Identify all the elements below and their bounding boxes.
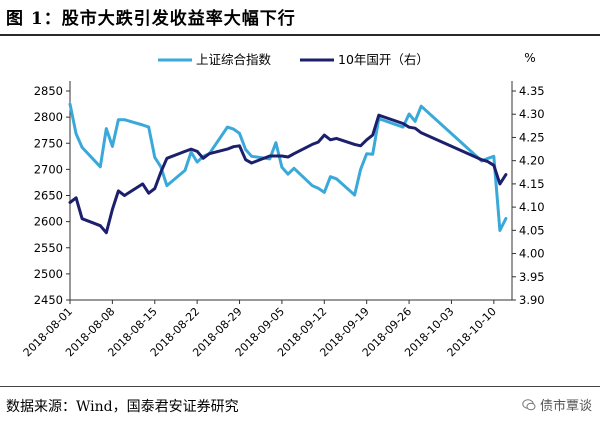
left-tick-label: 2600 [34, 215, 63, 229]
left-tick-label: 2650 [34, 189, 63, 203]
sse-composite-line [68, 102, 508, 232]
watermark: 债市覃谈 [522, 395, 592, 414]
left-tick-label: 2550 [34, 241, 63, 255]
left-tick-label: 2450 [34, 293, 63, 307]
right-tick-label: 4.15 [519, 177, 545, 191]
legend: 上证综合指数 10年国开（右） [158, 52, 429, 67]
page-title: 图 1：股市大跌引发收益率大幅下行 [6, 9, 296, 29]
axes: 2850 2800 2750 2700 2650 2600 2550 2500 2450 4.35… [21, 81, 545, 359]
title-divider [0, 34, 600, 36]
right-tick-label: 4.25 [519, 130, 545, 144]
cdb-10y-yield-line [68, 113, 508, 235]
right-tick-label: 3.90 [519, 293, 545, 307]
right-tick-label: 4.30 [519, 107, 545, 121]
right-tick-label: 4.20 [519, 154, 545, 168]
right-tick-label: 3.95 [519, 270, 545, 284]
legend-label-sse: 上证综合指数 [196, 52, 272, 67]
left-tick-label: 2750 [34, 136, 63, 150]
right-axis-unit: % [524, 51, 535, 65]
left-tick-label: 2500 [34, 267, 63, 281]
left-tick-label: 2800 [34, 110, 63, 124]
right-tick-label: 4.10 [519, 200, 545, 214]
right-tick-label: 4.35 [519, 84, 545, 98]
right-tick-label: 4.00 [519, 247, 545, 261]
chart-canvas: 上证综合指数 10年国开（右） % 2850 2800 2750 2700 2650 260… [21, 51, 545, 359]
right-tick-label: 4.05 [519, 223, 545, 237]
left-tick-label: 2850 [34, 84, 63, 98]
watermark-text: 债市覃谈 [539, 399, 592, 414]
left-tick-label: 2700 [34, 162, 63, 176]
series-lines [68, 102, 508, 235]
wechat-icon [522, 398, 536, 410]
data-source: 数据来源：Wind，国泰君安证券研究 [6, 399, 239, 415]
footer-divider [0, 386, 600, 387]
legend-label-cdb: 10年国开（右） [338, 52, 429, 67]
